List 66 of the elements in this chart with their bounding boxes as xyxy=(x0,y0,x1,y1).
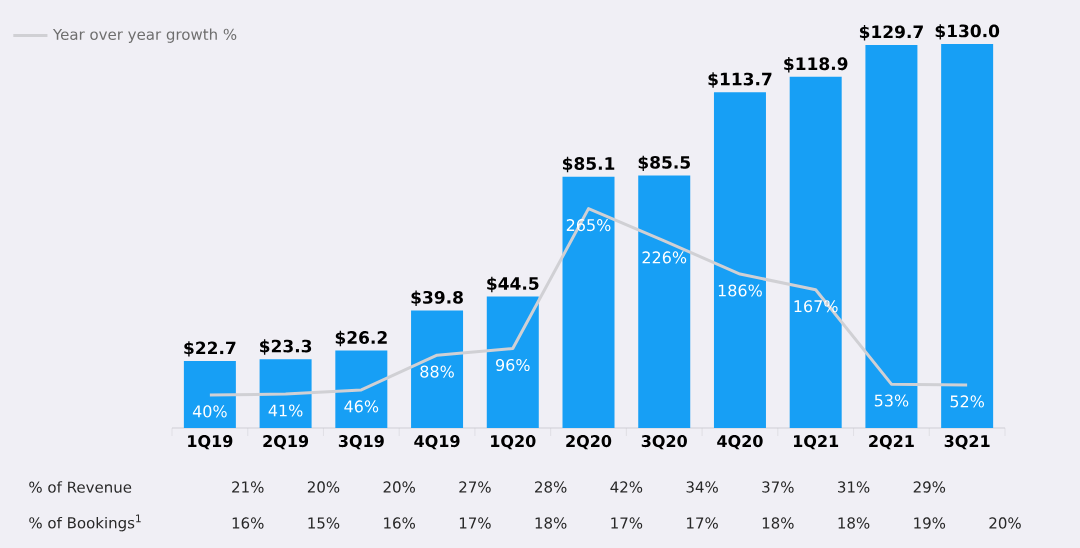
x-tick-label: 1Q19 xyxy=(188,435,233,450)
text: 20% xyxy=(383,481,416,493)
x-tick-label: 2Q19 xyxy=(263,435,309,450)
x-tick-label: 3Q19 xyxy=(338,435,384,450)
bar xyxy=(486,296,539,428)
text: 18% xyxy=(762,517,794,529)
data-label: $118.9 xyxy=(784,56,848,73)
text: 15% xyxy=(308,517,340,529)
x-tick-label: 4Q19 xyxy=(414,435,460,450)
text: 17% xyxy=(687,517,718,529)
text: 16% xyxy=(384,517,416,529)
text: 29% xyxy=(913,481,946,493)
x-tick-label: 2Q21 xyxy=(869,435,914,450)
data-label: $113.7 xyxy=(708,72,772,88)
data-label: 186% xyxy=(718,284,762,297)
data-label: 46% xyxy=(344,400,379,413)
text: 28% xyxy=(535,481,567,493)
text: 21% xyxy=(232,481,264,493)
data-label: $39.8 xyxy=(411,290,463,307)
text: % of Bookings$^{1}$ xyxy=(29,514,141,532)
bar xyxy=(865,44,918,428)
data-label: 96% xyxy=(496,358,530,372)
text: 20% xyxy=(989,517,1021,529)
data-label: $85.1 xyxy=(562,156,615,173)
text: 42% xyxy=(610,481,643,493)
text: 20% xyxy=(307,481,340,493)
data-label: 53% xyxy=(874,394,909,407)
data-label: $85.5 xyxy=(638,155,690,172)
data-label: 41% xyxy=(268,404,303,417)
text: 27% xyxy=(459,481,491,493)
data-label: $44.5 xyxy=(487,276,539,293)
text: 19% xyxy=(914,517,946,529)
bar xyxy=(335,350,388,428)
data-label: $22.7 xyxy=(184,341,236,357)
data-label: 52% xyxy=(950,395,985,408)
x-tick-label: 1Q20 xyxy=(491,435,536,450)
bar xyxy=(562,176,615,428)
data-label: 88% xyxy=(420,365,454,378)
text: 34% xyxy=(686,481,718,493)
x-tick-label: 2Q20 xyxy=(566,435,612,450)
x-tick-label: 3Q21 xyxy=(944,435,990,450)
bar xyxy=(183,360,236,428)
legend-label: Year over year growth % xyxy=(52,28,237,43)
bar xyxy=(259,359,312,428)
data-label: 226% xyxy=(642,251,687,264)
data-label: $129.7 xyxy=(859,25,923,41)
bar xyxy=(789,76,842,428)
data-label: 40% xyxy=(192,405,227,418)
data-label: $26.2 xyxy=(335,330,387,347)
text: % of Revenue xyxy=(29,481,132,493)
bar xyxy=(713,92,766,428)
x-tick-label: 3Q20 xyxy=(641,435,687,450)
data-label: $23.3 xyxy=(260,339,312,355)
x-tick-label: 1Q21 xyxy=(794,435,839,450)
text: 16% xyxy=(232,517,264,529)
text: 18% xyxy=(535,517,567,529)
bar xyxy=(638,175,691,428)
text: 18% xyxy=(838,517,870,529)
text: 31% xyxy=(838,481,870,493)
text: 37% xyxy=(762,481,794,493)
x-tick-label: 4Q20 xyxy=(717,435,763,450)
bar xyxy=(411,310,464,428)
text: 17% xyxy=(459,517,491,529)
data-label: $130.0 xyxy=(935,24,1000,40)
bar xyxy=(941,44,994,428)
text: 17% xyxy=(611,517,643,529)
